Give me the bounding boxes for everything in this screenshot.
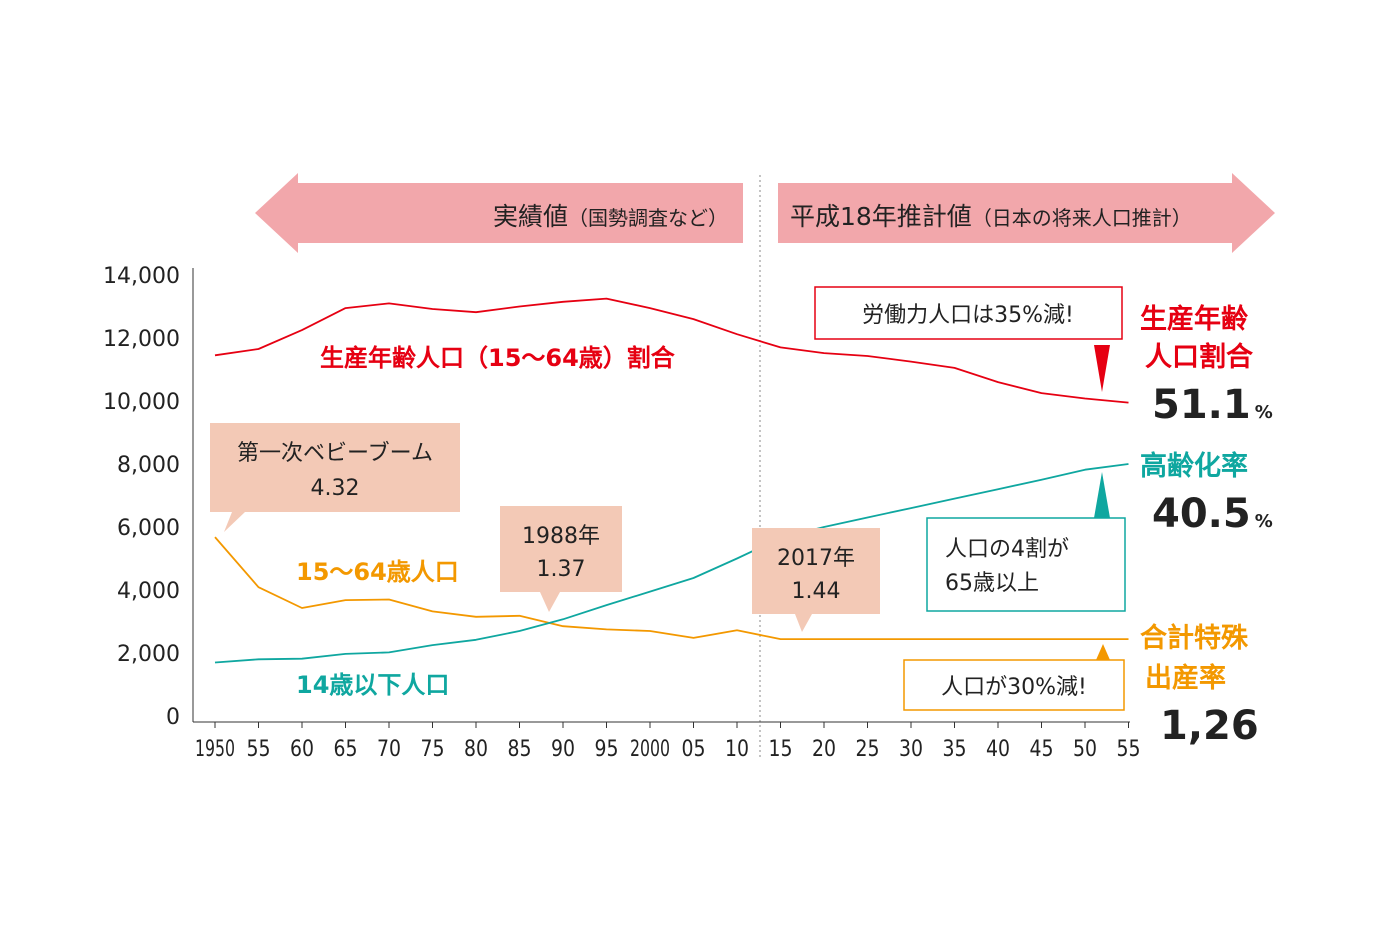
baby-boom-value: 4.32: [311, 476, 360, 501]
x-tick-label: 45: [1030, 737, 1054, 762]
small-up-arrow-icon: [1096, 644, 1110, 660]
callout-1988-year: 1988年: [522, 524, 600, 549]
up-arrow-icon: [1094, 472, 1110, 518]
y-tick-label: 14,000: [103, 264, 180, 289]
x-axis-ticks: 1950 55 60 65 70 75 80 85 90 95 2000 05 10 15 20 25 30 35…: [195, 722, 1141, 762]
x-tick-label: 65: [334, 737, 358, 762]
svg-text:51.1%: 51.1%: [1152, 382, 1273, 428]
x-tick-label: 50: [1073, 737, 1097, 762]
working-age-population-line: [214, 536, 1129, 640]
actual-values-banner: 実績値（国勢調査など）: [255, 173, 743, 253]
x-tick-label: 55: [1117, 737, 1141, 762]
fertility-side-value: 1,26: [1160, 703, 1259, 749]
y-tick-label: 0: [166, 705, 180, 730]
aging-rate-side-line1: 高齢化率: [1140, 450, 1248, 482]
callout-2017: 2017年 1.44: [752, 528, 880, 632]
y-tick-label: 2,000: [117, 642, 180, 667]
x-tick-label: 90: [551, 737, 575, 762]
x-tick-label: 55: [247, 737, 271, 762]
x-tick-label: 95: [595, 737, 619, 762]
svg-text:実績値（国勢調査など）: 実績値（国勢調査など）: [493, 202, 728, 231]
x-tick-label: 15: [769, 737, 793, 762]
aging-line2: 65歳以上: [945, 571, 1039, 596]
working-age-side-value: 51.1: [1152, 382, 1251, 428]
projected-banner-sub: （日本の将来人口推計）: [972, 206, 1192, 230]
callout-1988: 1988年 1.37: [500, 506, 622, 612]
labor-force-callout: 労働力人口は35%減!: [814, 286, 1123, 392]
x-tick-label: 75: [421, 737, 445, 762]
working-age-population-label: 15〜64歳人口: [296, 558, 459, 586]
x-tick-label: 35: [943, 737, 967, 762]
down-arrow-icon: [1094, 345, 1110, 392]
working-age-ratio-line: [214, 297, 1129, 404]
fertility-side-line1: 合計特殊: [1140, 622, 1249, 654]
working-age-ratio-label: 生産年齢人口（15〜64歳）割合: [320, 344, 676, 372]
child-population-line: [214, 463, 1129, 664]
series-lines: [214, 297, 1129, 664]
x-tick-label: 60: [290, 737, 314, 762]
fertility-side-line2: 出産率: [1145, 662, 1226, 694]
callout-2017-year: 2017年: [777, 546, 855, 571]
callout-1988-value: 1.37: [537, 557, 586, 582]
x-tick-label: 40: [986, 737, 1010, 762]
child-population-label: 14歳以下人口: [296, 671, 449, 699]
callout-2017-value: 1.44: [792, 579, 841, 604]
population-text: 人口が30%減!: [941, 675, 1087, 700]
x-tick-label: 20: [812, 737, 836, 762]
population-callout: 人口が30%減!: [903, 644, 1125, 711]
working-age-side-line2: 人口割合: [1145, 341, 1253, 373]
aging-callout: 人口の4割が 65歳以上: [926, 472, 1126, 612]
svg-text:40.5%: 40.5%: [1152, 491, 1273, 537]
actual-banner-sub: （国勢調査など）: [568, 206, 728, 230]
y-axis-ticks: 0 2,000 4,000 6,000 8,000 10,000 12,000 14,000: [103, 264, 180, 730]
aging-rate-side-unit: %: [1255, 511, 1273, 532]
x-tick-label: 85: [508, 737, 532, 762]
x-tick-label: 25: [856, 737, 880, 762]
x-tick-label: 2000: [630, 737, 670, 762]
fertility-side-label: 合計特殊 出産率 1,26: [1140, 622, 1259, 749]
y-tick-label: 4,000: [117, 579, 180, 604]
projected-banner-main: 平成18年推計値: [790, 202, 972, 231]
actual-banner-main: 実績値: [493, 202, 568, 231]
working-age-side-label: 生産年齢 人口割合 51.1%: [1140, 303, 1273, 428]
y-tick-label: 6,000: [117, 516, 180, 541]
y-tick-label: 8,000: [117, 453, 180, 478]
x-tick-label: 1950: [195, 737, 235, 762]
x-tick-label: 10: [725, 737, 749, 762]
aging-line1: 人口の4割が: [945, 537, 1069, 562]
aging-rate-side-label: 高齢化率 40.5%: [1140, 450, 1273, 537]
y-tick-label: 12,000: [103, 327, 180, 352]
x-tick-label: 05: [682, 737, 706, 762]
x-tick-label: 80: [464, 737, 488, 762]
baby-boom-title: 第一次ベビーブーム: [237, 441, 433, 466]
svg-text:平成18年推計値（日本の将来人口推計）: 平成18年推計値（日本の将来人口推計）: [790, 202, 1192, 231]
projected-values-banner: 平成18年推計値（日本の将来人口推計）: [778, 173, 1275, 253]
baby-boom-callout: 第一次ベビーブーム 4.32: [210, 423, 460, 532]
labor-force-text: 労働力人口は35%減!: [862, 303, 1074, 328]
working-age-side-line1: 生産年齢: [1140, 303, 1248, 335]
x-tick-label: 70: [377, 737, 401, 762]
working-age-side-unit: %: [1255, 402, 1273, 423]
y-tick-label: 10,000: [103, 390, 180, 415]
aging-rate-side-value: 40.5: [1152, 491, 1251, 537]
x-tick-label: 30: [899, 737, 923, 762]
